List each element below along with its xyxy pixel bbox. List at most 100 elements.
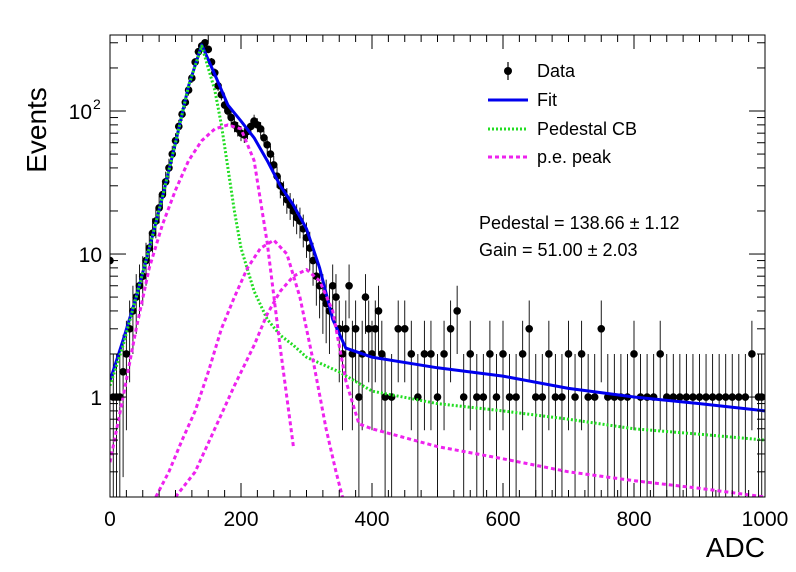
data-marker (227, 113, 235, 122)
y-tick-label: 10 (79, 244, 102, 267)
data-marker (531, 393, 540, 401)
data-marker (440, 350, 448, 358)
data-marker (371, 325, 380, 333)
data-point (597, 300, 606, 383)
legend-item-fit: Fit (488, 90, 557, 110)
data-marker (518, 350, 527, 358)
data-marker (630, 350, 638, 358)
data-marker (119, 368, 127, 376)
data-point (545, 320, 553, 431)
data-marker (473, 393, 481, 401)
y-axis-title: Events (21, 87, 52, 173)
data-point (479, 353, 488, 497)
data-marker (332, 293, 340, 301)
data-marker (420, 350, 429, 358)
legend-label-pe-peak: p.e. peak (537, 147, 612, 167)
data-point (721, 353, 730, 497)
annotation-gain: Gain = 51.00 ± 2.03 (479, 240, 638, 260)
data-point (361, 274, 370, 334)
data-marker (512, 393, 520, 401)
data-point (355, 353, 363, 497)
legend: Data Fit Pedestal CB p.e. peak (488, 61, 637, 167)
data-point (748, 320, 756, 431)
data-point (577, 320, 586, 431)
data-marker (702, 393, 710, 401)
data-point (715, 353, 723, 497)
data-marker (427, 350, 435, 358)
data-point (227, 111, 235, 125)
data-marker (122, 350, 131, 358)
annotation-pedestal: Pedestal = 138.66 ± 1.12 (479, 213, 680, 233)
data-marker (492, 393, 501, 401)
data-point (407, 320, 416, 431)
y-tick-label: 1 (90, 387, 102, 410)
data-marker (748, 350, 756, 358)
data-point (551, 353, 560, 497)
data-point (741, 353, 750, 497)
data-point (558, 353, 566, 497)
data-marker (355, 393, 363, 401)
legend-item-pe-peak: p.e. peak (488, 147, 612, 167)
data-marker (656, 350, 664, 358)
data-layer (110, 38, 765, 497)
x-axis-title: ADC (706, 532, 765, 563)
data-point (119, 334, 127, 478)
x-tick-label: 600 (485, 508, 520, 531)
data-point (453, 285, 461, 354)
data-marker (266, 150, 275, 158)
data-point (351, 300, 360, 383)
data-marker (695, 393, 704, 401)
data-point (440, 320, 448, 431)
data-marker (466, 350, 475, 358)
data-marker (342, 325, 350, 333)
data-marker (256, 125, 265, 133)
data-point (263, 137, 272, 154)
data-marker (669, 393, 678, 401)
data-marker (479, 393, 488, 401)
data-marker (564, 350, 573, 358)
data-marker (505, 393, 514, 401)
data-point (682, 353, 691, 497)
y-tick-exponent: 2 (93, 96, 101, 112)
data-marker (558, 393, 566, 401)
data-point (695, 353, 704, 497)
data-marker (204, 45, 213, 54)
x-tick-label: 1000 (742, 508, 789, 531)
data-marker (584, 393, 592, 401)
data-point (466, 320, 475, 431)
data-marker (378, 350, 386, 358)
data-marker (400, 325, 409, 333)
legend-item-data: Data (504, 61, 576, 81)
data-point (414, 353, 422, 497)
data-marker (446, 325, 455, 333)
data-point (676, 353, 684, 497)
legend-label-fit: Fit (537, 90, 557, 110)
data-marker (735, 393, 743, 401)
data-marker (741, 393, 750, 401)
data-point (630, 320, 638, 431)
data-point (656, 320, 664, 431)
data-point (492, 353, 501, 497)
data-marker (486, 350, 494, 358)
data-point (427, 320, 435, 431)
data-marker (708, 393, 717, 401)
data-point (342, 300, 350, 383)
data-marker (381, 393, 389, 401)
data-point (433, 353, 442, 497)
data-marker (328, 281, 337, 290)
data-point (266, 145, 275, 164)
data-point (204, 45, 213, 54)
data-marker (577, 350, 586, 358)
data-marker (499, 350, 507, 358)
data-marker (538, 393, 547, 401)
pe-peak-curve (110, 123, 295, 463)
data-marker (351, 325, 360, 333)
pe-peak-curve (154, 238, 344, 497)
data-marker (597, 325, 606, 333)
data-marker (545, 350, 553, 358)
data-point (473, 353, 481, 497)
data-marker (715, 393, 723, 401)
data-point (394, 300, 403, 383)
data-marker (676, 393, 684, 401)
